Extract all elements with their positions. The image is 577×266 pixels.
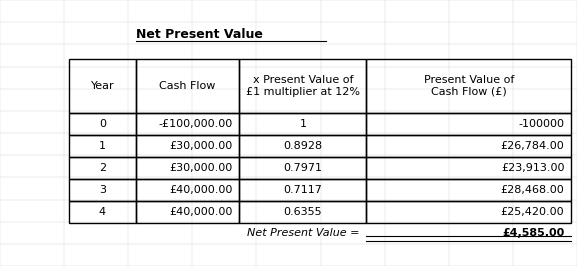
- Text: 3: 3: [99, 185, 106, 195]
- Text: x Present Value of
£1 multiplier at 12%: x Present Value of £1 multiplier at 12%: [246, 75, 360, 97]
- Text: £30,000.00: £30,000.00: [169, 163, 233, 173]
- Text: 1: 1: [299, 119, 306, 129]
- Text: £30,000.00: £30,000.00: [169, 141, 233, 151]
- Text: 0.6355: 0.6355: [284, 207, 322, 217]
- Text: £26,784.00: £26,784.00: [501, 141, 564, 151]
- Text: Year: Year: [91, 81, 114, 91]
- Text: -100000: -100000: [518, 119, 564, 129]
- Text: 0.8928: 0.8928: [283, 141, 323, 151]
- Text: 4: 4: [99, 207, 106, 217]
- Text: £23,913.00: £23,913.00: [501, 163, 564, 173]
- Text: £40,000.00: £40,000.00: [169, 185, 233, 195]
- Text: Net Present Value =: Net Present Value =: [247, 228, 359, 238]
- Text: £28,468.00: £28,468.00: [501, 185, 564, 195]
- Text: 2: 2: [99, 163, 106, 173]
- Text: 0.7117: 0.7117: [283, 185, 323, 195]
- Text: Cash Flow: Cash Flow: [159, 81, 216, 91]
- Text: Net Present Value: Net Present Value: [136, 28, 263, 41]
- Text: Present Value of
Cash Flow (£): Present Value of Cash Flow (£): [424, 75, 514, 97]
- Text: 0: 0: [99, 119, 106, 129]
- Text: 0.7971: 0.7971: [283, 163, 323, 173]
- Text: £40,000.00: £40,000.00: [169, 207, 233, 217]
- Text: 1: 1: [99, 141, 106, 151]
- Text: £4,585.00: £4,585.00: [502, 228, 564, 238]
- Text: £25,420.00: £25,420.00: [501, 207, 564, 217]
- Text: -£100,000.00: -£100,000.00: [158, 119, 233, 129]
